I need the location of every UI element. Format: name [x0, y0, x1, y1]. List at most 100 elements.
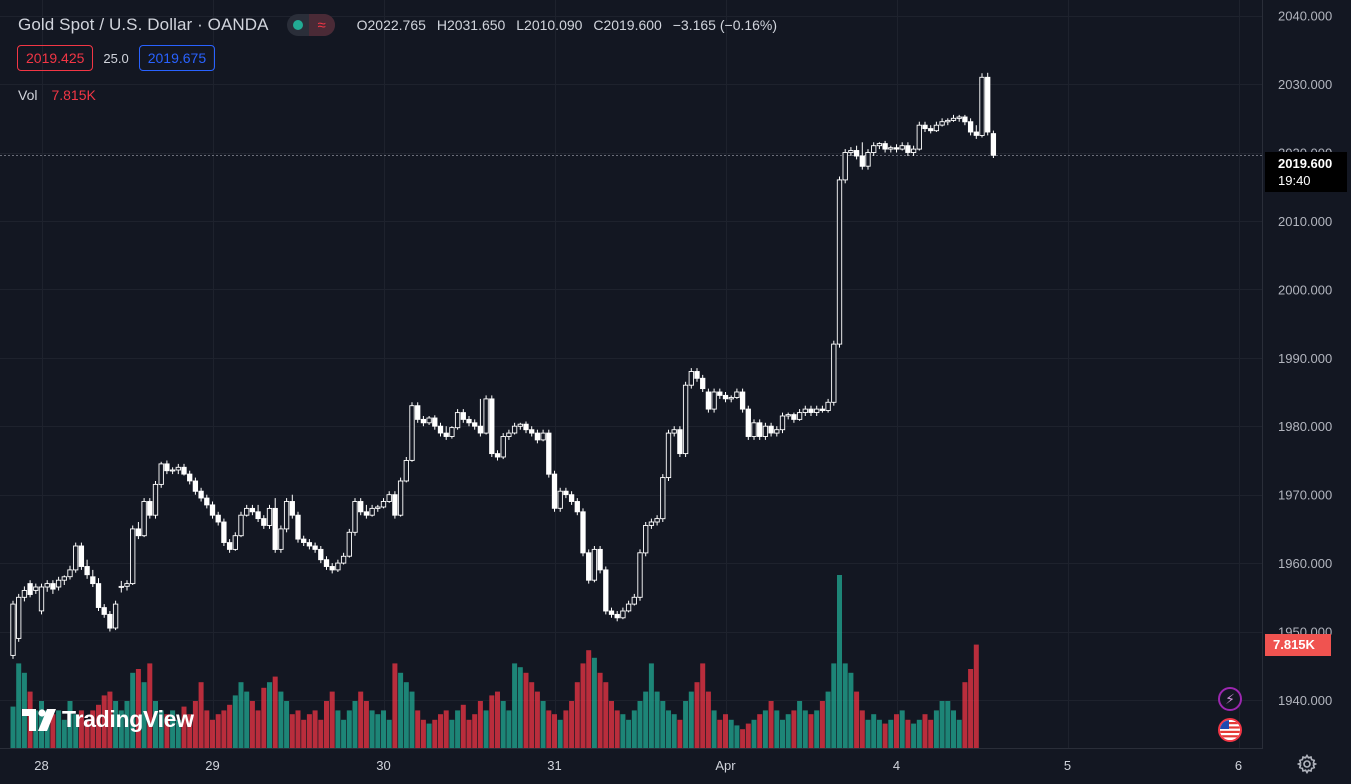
volume-bar	[61, 719, 67, 748]
candle-body	[84, 566, 90, 576]
volume-bar	[745, 723, 751, 748]
legend-pill[interactable]: ≈	[286, 14, 335, 36]
volume-bar	[854, 691, 860, 748]
candle-body	[244, 507, 250, 516]
volume-bar	[534, 691, 540, 748]
volume-bar	[648, 663, 654, 748]
candle-body	[945, 119, 951, 123]
volume-bar	[705, 691, 711, 748]
candle-body	[734, 391, 740, 398]
candle-body	[238, 514, 244, 537]
candle-body	[489, 398, 495, 455]
volume-bar	[221, 710, 227, 748]
candle-body	[352, 501, 358, 533]
candle-body	[249, 507, 256, 513]
candle-body	[392, 494, 398, 516]
candle-body	[688, 371, 694, 386]
candle-body	[511, 425, 518, 434]
candle-body	[335, 562, 341, 571]
candle-body	[130, 528, 136, 585]
volume-bar	[586, 650, 592, 748]
volume-bar	[808, 714, 814, 748]
candle-body	[283, 501, 290, 530]
volume-bar	[158, 710, 164, 748]
volume-bar	[318, 719, 324, 748]
volume-bar	[324, 701, 329, 748]
candle-body	[643, 525, 649, 554]
candle-body	[529, 429, 535, 434]
volume-bar	[911, 723, 917, 748]
bar-countdown: 19:40	[1278, 173, 1311, 188]
time-axis[interactable]: 28 29 30 31 Apr 4 5 6	[0, 748, 1263, 784]
candle-body	[175, 466, 181, 471]
candle-body	[825, 401, 831, 411]
volume-bar	[403, 682, 409, 748]
volume-bar	[688, 691, 694, 748]
candle-body	[363, 511, 370, 516]
volume-bar	[631, 710, 637, 748]
candle-body	[546, 432, 552, 475]
volume-bar	[238, 682, 244, 748]
candle-body	[739, 391, 746, 410]
candle-body	[466, 418, 472, 424]
volume-bar	[517, 667, 523, 748]
volume-bar	[375, 714, 381, 748]
candle-body	[152, 483, 159, 516]
volume-bar	[968, 669, 974, 748]
candle-body	[973, 131, 979, 136]
candle-body	[380, 501, 387, 508]
candle-body	[306, 542, 313, 547]
candle-body	[78, 545, 85, 567]
volume-bar	[135, 669, 141, 748]
candle-body	[939, 121, 945, 126]
volume-bar	[660, 701, 666, 748]
candle-body	[962, 116, 968, 123]
price-axis-bg	[1263, 0, 1351, 784]
flash-icon[interactable]: ⚡	[1218, 687, 1242, 711]
volume-bar	[865, 719, 871, 748]
candle-body	[928, 128, 934, 132]
volume-bar	[10, 706, 16, 748]
candle-body	[563, 490, 569, 496]
volume-bar	[694, 682, 700, 748]
candle-body	[27, 583, 33, 595]
tradingview-logo[interactable]: TradingView	[22, 706, 194, 733]
volume-bar	[677, 719, 683, 748]
volume-bar	[871, 714, 877, 748]
volume-bar	[489, 695, 495, 748]
volume-legend[interactable]: Vol 7.815K	[18, 87, 96, 103]
candle-body	[751, 422, 757, 437]
candle-body	[158, 463, 164, 485]
candle-body	[67, 569, 73, 578]
volume-bar	[472, 714, 478, 748]
candle-body	[757, 422, 763, 437]
price-axis[interactable]: 1940.0001950.0001960.0001970.0001980.000…	[1262, 0, 1351, 784]
volume-bar	[460, 704, 466, 748]
volume-bar	[791, 710, 797, 748]
gear-icon[interactable]	[1297, 754, 1317, 774]
wave-icon[interactable]: ≈	[308, 14, 335, 36]
volume-bar	[928, 719, 934, 748]
candle-body	[990, 133, 997, 156]
candle-body	[369, 507, 375, 516]
sell-button[interactable]: 2019.425	[17, 45, 94, 71]
legend-eye-icon[interactable]	[287, 14, 309, 36]
volume-bar	[101, 695, 107, 748]
volume-bar	[563, 710, 569, 748]
candle-body	[346, 531, 352, 557]
candle-body	[831, 343, 837, 403]
volume-bar	[483, 710, 489, 748]
candle-body	[90, 576, 96, 585]
volume-bar	[141, 682, 147, 748]
buy-button[interactable]: 2019.675	[138, 45, 216, 71]
us-flag-icon[interactable]	[1218, 718, 1242, 742]
volume-bar	[301, 719, 307, 748]
candle-body	[586, 552, 592, 581]
time-tick-label: 4	[893, 758, 900, 773]
volume-value: 7.815K	[51, 87, 96, 103]
symbol-title[interactable]: Gold Spot / U.S. Dollar · OANDA	[18, 15, 269, 34]
candle-body	[506, 432, 512, 437]
candle-body	[181, 466, 187, 475]
volume-bar	[284, 701, 290, 748]
